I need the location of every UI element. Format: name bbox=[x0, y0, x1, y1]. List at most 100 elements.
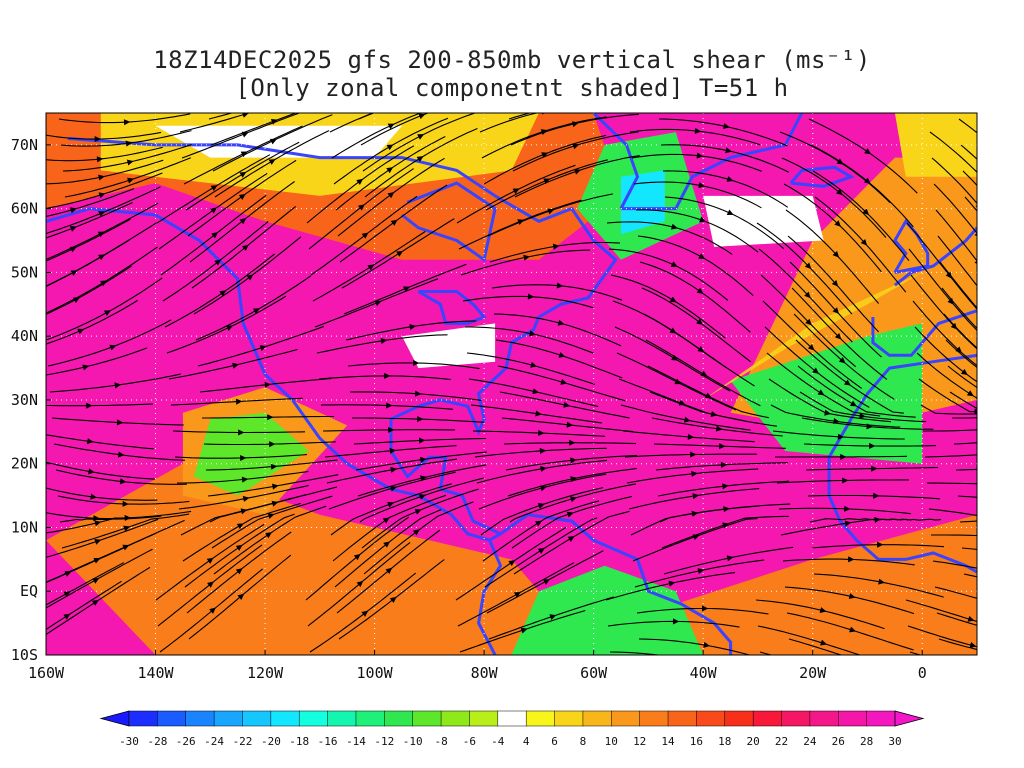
lat-label-60N: 60N bbox=[11, 200, 38, 218]
streamline-arrow bbox=[840, 453, 847, 460]
colorbar-label: -8 bbox=[434, 735, 447, 748]
streamline-arrow bbox=[834, 220, 841, 227]
streamline-arrow bbox=[570, 496, 577, 503]
coast-iceland bbox=[789, 165, 855, 188]
streamline bbox=[941, 287, 977, 330]
streamline-arrow bbox=[384, 372, 391, 379]
streamline-arrow bbox=[92, 577, 100, 584]
chart-title-line1: 18Z14DEC2025 gfs 200-850mb vertical shea… bbox=[153, 46, 871, 74]
streamline-arrow bbox=[418, 437, 426, 444]
streamline-arrow bbox=[403, 286, 411, 292]
streamline-arrow bbox=[125, 140, 133, 147]
streamline bbox=[920, 404, 977, 415]
streamline-arrow bbox=[238, 429, 245, 436]
streamline-arrow bbox=[824, 409, 831, 416]
coast-great-lakes bbox=[417, 290, 487, 325]
streamline-arrow bbox=[270, 463, 278, 470]
streamline-arrow bbox=[574, 168, 582, 175]
streamline-arrow bbox=[419, 94, 426, 100]
streamline-arrow bbox=[77, 328, 85, 335]
streamline-arrow bbox=[1019, 436, 1024, 442]
streamline-arrow bbox=[997, 569, 1004, 575]
streamline-arrow bbox=[387, 192, 395, 199]
streamline-arrow bbox=[114, 382, 122, 389]
colorbar-max-arrow bbox=[894, 710, 925, 727]
streamline bbox=[933, 183, 977, 235]
streamline-arrow bbox=[710, 411, 718, 418]
colorbar-swatch bbox=[611, 710, 641, 727]
lat-label-EQ: EQ bbox=[20, 582, 38, 600]
streamline-arrow bbox=[1004, 246, 1010, 253]
streamline-arrow bbox=[517, 219, 525, 225]
streamline-arrow bbox=[82, 364, 90, 371]
colorbar-label: -28 bbox=[147, 735, 167, 748]
streamline-arrow bbox=[241, 476, 249, 483]
streamline-arrow bbox=[124, 514, 132, 521]
streamline-arrow bbox=[225, 325, 233, 332]
streamline-arrow bbox=[214, 259, 222, 266]
streamline-arrow bbox=[409, 323, 417, 330]
colorbar-label: 26 bbox=[832, 735, 845, 748]
streamline-arrow bbox=[838, 357, 846, 364]
streamline-arrow bbox=[419, 494, 426, 500]
colorbar-label: -10 bbox=[403, 735, 423, 748]
lon-label-160W: 160W bbox=[28, 664, 65, 682]
streamline-arrow bbox=[687, 433, 695, 440]
shading-green-subtropic-e bbox=[730, 323, 923, 464]
streamline-arrow bbox=[267, 414, 274, 421]
streamline-arrow bbox=[945, 271, 952, 279]
streamline-arrow bbox=[878, 578, 885, 585]
streamline-arrow bbox=[992, 481, 998, 487]
colorbar-label: 24 bbox=[803, 735, 817, 748]
streamline-arrow bbox=[209, 607, 216, 614]
streamline-arrow bbox=[240, 454, 247, 462]
streamline-arrow bbox=[530, 361, 538, 368]
streamline-arrow bbox=[70, 270, 78, 276]
coast-greenland-west bbox=[592, 113, 640, 210]
shading-white-gulf bbox=[402, 323, 496, 369]
streamline-arrow bbox=[979, 311, 985, 318]
colorbar-swatch bbox=[469, 710, 499, 727]
streamline-arrow bbox=[849, 400, 857, 407]
streamline-arrow bbox=[567, 536, 575, 543]
streamline-arrow bbox=[264, 381, 272, 388]
streamline-arrow bbox=[566, 421, 574, 428]
streamline-arrow bbox=[235, 398, 243, 405]
streamline-arrow bbox=[414, 390, 422, 397]
shading-yellow-ne bbox=[894, 113, 977, 177]
shading-green-south-america bbox=[511, 565, 704, 655]
streamline-arrow bbox=[955, 346, 963, 353]
colorbar-swatch bbox=[809, 710, 839, 727]
streamline-arrow bbox=[235, 568, 243, 575]
streamline-arrow bbox=[418, 113, 426, 120]
colorbar-label: -12 bbox=[374, 735, 394, 748]
streamline-arrow bbox=[671, 223, 678, 230]
streamline-arrow bbox=[389, 104, 396, 110]
streamline-arrow bbox=[837, 433, 845, 440]
lat-label-30N: 30N bbox=[11, 391, 38, 409]
streamline bbox=[949, 391, 977, 410]
streamline-arrow bbox=[94, 520, 102, 527]
streamline-arrow bbox=[996, 533, 1002, 539]
streamline bbox=[788, 638, 843, 655]
colorbar-swatch bbox=[128, 710, 158, 727]
colorbar-label: -26 bbox=[176, 735, 196, 748]
streamline-arrow bbox=[532, 388, 540, 395]
streamline bbox=[938, 638, 977, 651]
streamline bbox=[934, 586, 977, 599]
colorbar-swatch bbox=[554, 710, 584, 727]
lat-label-70N: 70N bbox=[11, 136, 38, 154]
streamline-arrow bbox=[356, 580, 364, 588]
colorbar-swatch bbox=[582, 710, 612, 727]
streamline-arrow bbox=[560, 378, 568, 385]
lat-label-40N: 40N bbox=[11, 327, 38, 345]
shear-shading bbox=[46, 113, 977, 655]
streamline-arrow bbox=[535, 410, 542, 417]
streamline-arrow bbox=[512, 188, 520, 195]
colorbar-swatch bbox=[497, 710, 527, 727]
streamline-arrow bbox=[127, 177, 135, 184]
streamline-arrow bbox=[219, 290, 227, 297]
streamline bbox=[479, 113, 539, 133]
shading-yellow-subtropic-e bbox=[703, 272, 923, 400]
streamline-arrow bbox=[539, 485, 547, 492]
